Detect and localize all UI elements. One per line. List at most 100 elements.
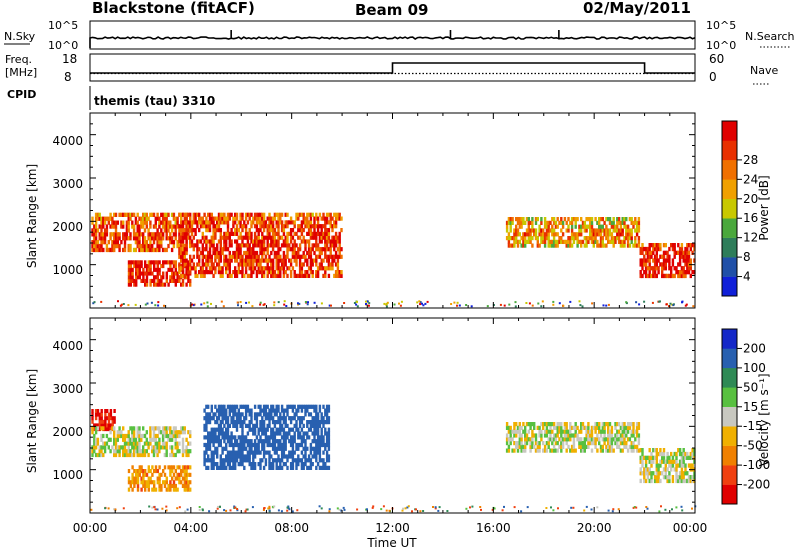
vel-cells-cell bbox=[217, 442, 221, 448]
vel-cells-cell bbox=[691, 475, 694, 480]
vel-cells-cell bbox=[507, 437, 511, 442]
power-cells-cell bbox=[228, 235, 231, 240]
power-cells-cell bbox=[187, 270, 190, 275]
vel-cells-cell bbox=[635, 433, 639, 438]
vel-cells-cell bbox=[298, 404, 302, 409]
vel-cells-cell bbox=[106, 427, 109, 432]
vel-cells-cell bbox=[208, 446, 212, 451]
vel-cells-cell bbox=[603, 433, 606, 438]
power-cells-cell bbox=[315, 243, 318, 248]
vel-cells-cell bbox=[327, 465, 331, 470]
vel-cells-cell bbox=[540, 433, 543, 438]
power-cells-cell bbox=[129, 236, 132, 241]
vel-cells-cell bbox=[208, 439, 212, 444]
power-cells-cell bbox=[180, 220, 183, 225]
power-cells-cell bbox=[156, 267, 159, 272]
power-cells-cell bbox=[619, 239, 623, 244]
power-cells-cell bbox=[212, 228, 215, 233]
power-cells-cell bbox=[275, 220, 278, 225]
power-cells-cell bbox=[304, 216, 307, 221]
vel-cells-cell bbox=[105, 441, 109, 446]
power-cells-cell bbox=[122, 232, 125, 237]
vel-cells-cell bbox=[262, 446, 266, 451]
power-cells-cell bbox=[513, 232, 516, 237]
power-cells-cell bbox=[185, 231, 188, 236]
nave-label: Nave bbox=[750, 64, 778, 77]
power-cells-cell bbox=[154, 282, 158, 287]
power-cells-cell bbox=[273, 301, 276, 304]
vel-cells-cell bbox=[309, 420, 313, 425]
power-cells-cell bbox=[230, 243, 233, 248]
vel-cells-cell bbox=[306, 404, 309, 409]
vel-cells-cell bbox=[556, 425, 559, 430]
vel-cells-cell bbox=[151, 506, 154, 509]
power-cells-cell bbox=[648, 273, 651, 279]
power-cells-cell bbox=[385, 302, 388, 305]
vel-cells-cell bbox=[673, 451, 676, 457]
power-cells-cell bbox=[201, 224, 204, 229]
power-cells-cell bbox=[511, 243, 514, 248]
vel-cells-cell bbox=[250, 465, 253, 470]
power-cells-cell bbox=[324, 254, 327, 259]
power-cells-cell bbox=[525, 302, 528, 304]
power-cells-cell bbox=[261, 239, 264, 244]
power-cells-cell bbox=[543, 217, 547, 222]
vel-cells-cell bbox=[563, 433, 567, 438]
vel-cells-cell bbox=[282, 408, 286, 413]
vel-cells-cell bbox=[315, 439, 318, 444]
power-cells-cell bbox=[93, 232, 96, 237]
power-cells-cell bbox=[666, 250, 669, 255]
vel-cells-cell bbox=[91, 412, 94, 417]
vel-cells-cell bbox=[296, 509, 299, 512]
vel-cells-cell bbox=[225, 435, 228, 440]
power-cells-cell bbox=[180, 273, 183, 278]
vel-cells-cell bbox=[268, 505, 271, 508]
vel-cells-cell bbox=[614, 425, 617, 430]
power-cells-cell bbox=[686, 246, 689, 252]
power-cells-cell bbox=[244, 270, 248, 275]
vel-cells-cell bbox=[107, 416, 111, 421]
power-cells-cell bbox=[149, 243, 152, 249]
vel-cells-cell bbox=[558, 429, 561, 434]
power-cells-cell bbox=[109, 236, 112, 241]
vel-cells-cell bbox=[232, 412, 235, 417]
power-cells-cell bbox=[320, 231, 323, 236]
vel-cells-cell bbox=[261, 416, 264, 421]
vel-cells-cell bbox=[181, 441, 185, 446]
power-cells-cell bbox=[324, 231, 327, 236]
vel-cells-cell bbox=[113, 437, 116, 442]
power-cells-cell bbox=[178, 270, 181, 275]
power-cells-cell bbox=[91, 247, 94, 253]
power-cells-cell bbox=[196, 273, 199, 278]
vel-cells-cell bbox=[641, 471, 644, 476]
vel-cells-cell bbox=[291, 454, 295, 459]
vel-cells-cell bbox=[570, 425, 574, 430]
vel-cells-cell bbox=[320, 412, 323, 417]
vel-cells-cell bbox=[318, 404, 322, 409]
power-cells-cell bbox=[331, 254, 334, 259]
power-cells-cell bbox=[329, 250, 332, 256]
power-cells-cell bbox=[637, 228, 641, 233]
power-cells-cell bbox=[309, 262, 313, 267]
power-cells-cell bbox=[605, 228, 608, 233]
vel-cells-cell bbox=[163, 465, 167, 470]
vel-cells-cell bbox=[230, 454, 233, 459]
vel-cells-cell bbox=[217, 404, 221, 409]
power-cells-cell bbox=[288, 231, 291, 236]
vel-cells-cell bbox=[253, 412, 257, 417]
vel-cells-cell bbox=[225, 427, 228, 432]
power-cells-cell bbox=[217, 270, 221, 275]
vel-cells-cell bbox=[327, 454, 331, 459]
vel-cells-cell bbox=[154, 437, 157, 442]
vel-cells-cell bbox=[268, 423, 271, 428]
vel-cells-cell bbox=[585, 425, 588, 430]
vel-cells-cell bbox=[687, 478, 691, 484]
vel-cells-cell bbox=[232, 442, 235, 448]
power-cells-cell bbox=[280, 258, 284, 263]
vel-cells-cell bbox=[127, 433, 130, 439]
power-cells-cell bbox=[165, 260, 168, 265]
power-cells-cell bbox=[562, 304, 565, 307]
power-cells-cell bbox=[664, 250, 667, 255]
vel-cells-cell bbox=[280, 458, 284, 463]
vel-cells-cell bbox=[210, 458, 213, 463]
